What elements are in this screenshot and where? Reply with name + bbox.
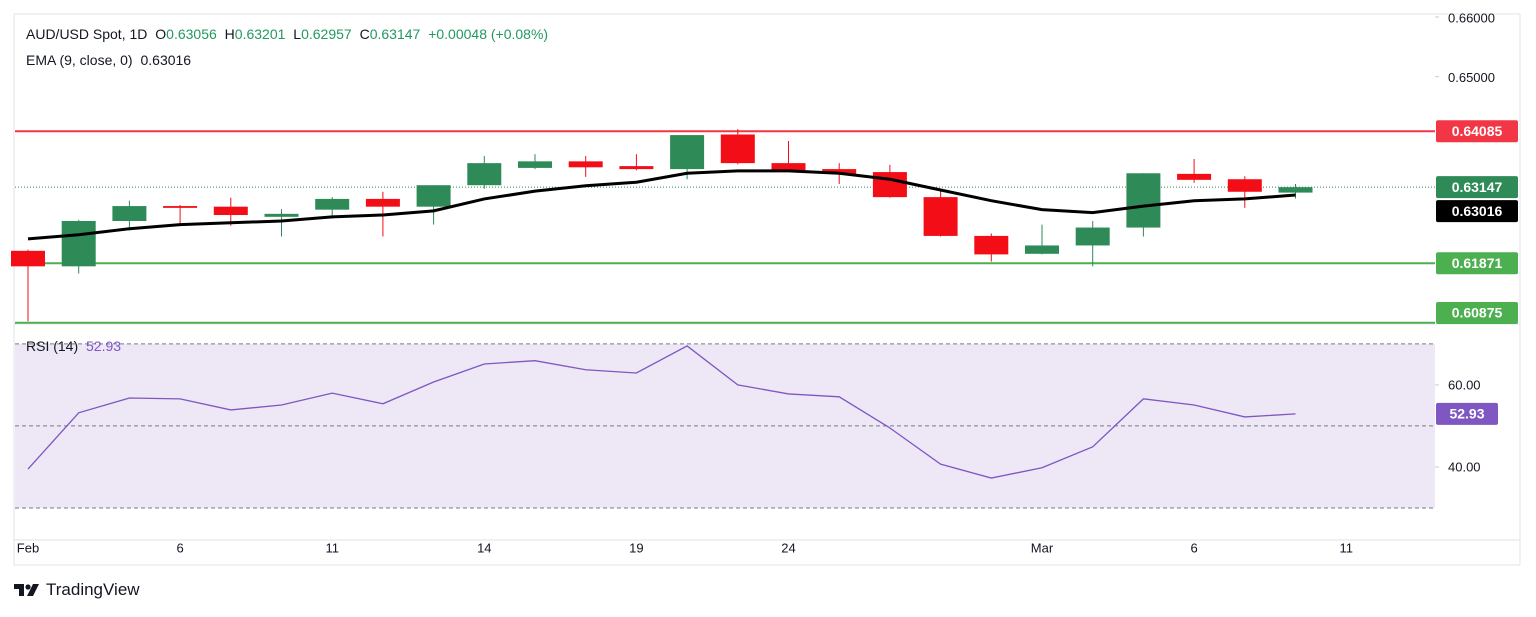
candle-body bbox=[670, 135, 705, 170]
candle-body bbox=[720, 134, 755, 164]
y-tick-label: 0.66000 bbox=[1448, 10, 1495, 25]
candle-body bbox=[112, 206, 147, 221]
candle-body bbox=[974, 235, 1009, 255]
candle-body bbox=[568, 161, 603, 168]
price-label: 0.63147 bbox=[1452, 179, 1503, 195]
x-tick-label: 11 bbox=[1339, 540, 1353, 555]
price-legend: AUD/USD Spot, 1D O0.63056 H0.63201 L0.62… bbox=[26, 26, 552, 42]
price-label: 0.63016 bbox=[1452, 203, 1503, 219]
ema-title: EMA (9, close, 0) bbox=[26, 52, 133, 68]
ohlc-letter: O bbox=[155, 26, 167, 42]
ohlc-letter: L bbox=[293, 26, 302, 42]
price-label: 0.61871 bbox=[1452, 255, 1503, 271]
price-label-bg bbox=[1436, 120, 1518, 143]
ohlc-value: 0.63201 bbox=[234, 26, 286, 42]
brand-name: TradingView bbox=[46, 580, 140, 599]
candle-body bbox=[1278, 187, 1313, 193]
x-tick-label: 6 bbox=[1190, 540, 1197, 555]
candle-body bbox=[11, 250, 45, 267]
candle-body bbox=[1177, 173, 1212, 180]
x-tick-label: 19 bbox=[629, 540, 643, 555]
ohlc-letter: H bbox=[224, 26, 235, 42]
ohlc-value: 0.62957 bbox=[301, 26, 352, 42]
candle-body bbox=[619, 166, 654, 170]
candle-body bbox=[1025, 245, 1059, 254]
candle-body bbox=[416, 185, 451, 207]
y-tick-label: 0.65000 bbox=[1448, 70, 1495, 85]
rsi-legend: RSI (14) 52.93 bbox=[26, 338, 125, 354]
brand-logo bbox=[14, 584, 39, 596]
rsi-value: 52.93 bbox=[86, 338, 122, 354]
x-tick-label: 24 bbox=[781, 540, 795, 555]
symbol-title: AUD/USD Spot, 1D bbox=[26, 26, 148, 42]
x-tick-label: Mar bbox=[1031, 540, 1054, 555]
candle-body bbox=[822, 169, 857, 174]
ohlc-value: 0.63056 bbox=[166, 26, 217, 42]
candle-body bbox=[61, 220, 96, 267]
candle-body bbox=[872, 172, 907, 198]
rsi-label-bg bbox=[1436, 402, 1498, 425]
candle-body bbox=[315, 198, 350, 210]
candle-body bbox=[771, 163, 806, 171]
candle-body bbox=[518, 161, 552, 168]
price-label-bg bbox=[1436, 200, 1518, 223]
candle-body bbox=[923, 197, 958, 236]
price-label: 0.60875 bbox=[1452, 305, 1503, 321]
candle-body bbox=[1075, 227, 1110, 246]
price-change: +0.00048 (+0.08%) bbox=[428, 26, 549, 42]
ema-value: 0.63016 bbox=[140, 52, 192, 68]
rsi-y-tick-label: 40.00 bbox=[1448, 459, 1481, 474]
rsi-line bbox=[27, 345, 1296, 479]
candle-body bbox=[163, 206, 198, 208]
price-label: 0.64085 bbox=[1452, 123, 1503, 139]
candle-body bbox=[213, 206, 248, 216]
candle-body bbox=[1126, 173, 1161, 228]
x-tick-label: 6 bbox=[176, 540, 183, 555]
ohlc-value: 0.63147 bbox=[369, 26, 421, 42]
x-tick-label: Feb bbox=[17, 540, 39, 555]
candle-body bbox=[1227, 179, 1262, 192]
ema-line bbox=[27, 169, 1296, 241]
ema-legend: EMA (9, close, 0) 0.63016 bbox=[26, 52, 195, 68]
ohlc-letter: C bbox=[359, 26, 370, 42]
x-tick-label: 11 bbox=[325, 540, 339, 555]
rsi-label: 52.93 bbox=[1449, 406, 1484, 422]
price-label-bg bbox=[1436, 176, 1518, 199]
rsi-y-tick-label: 60.00 bbox=[1448, 377, 1481, 392]
brand: TradingView bbox=[14, 580, 140, 600]
x-tick-label: 14 bbox=[477, 540, 491, 555]
price-label-bg bbox=[1436, 252, 1518, 275]
candle-body bbox=[264, 213, 299, 217]
rsi-title: RSI (14) bbox=[26, 338, 79, 354]
price-label-bg bbox=[1436, 302, 1518, 324]
candle-body bbox=[467, 163, 502, 186]
candle-body bbox=[365, 198, 400, 207]
